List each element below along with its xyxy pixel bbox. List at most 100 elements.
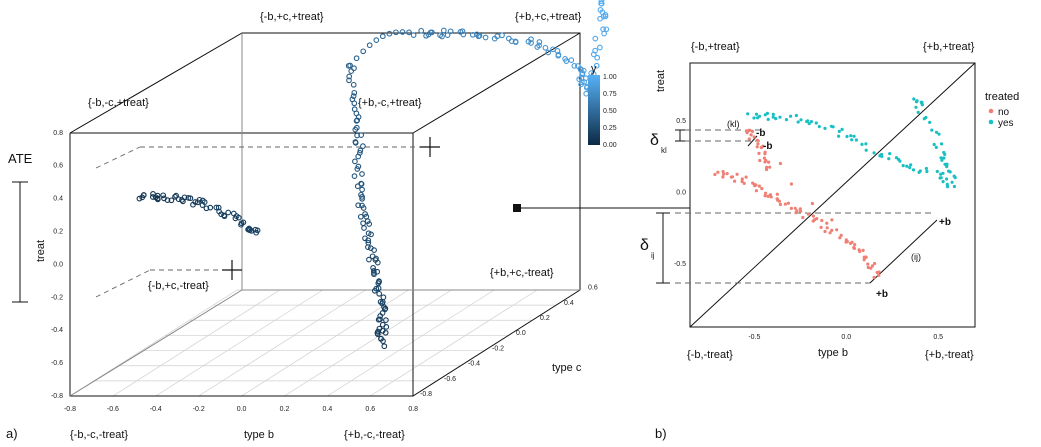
data-point-no bbox=[795, 209, 798, 212]
data-point-yes bbox=[917, 111, 920, 114]
corner-label-bottom-front-left: {-b,-c,-treat} bbox=[70, 429, 128, 441]
data-point-yes bbox=[928, 121, 931, 124]
data-point bbox=[442, 28, 447, 33]
data-point-no bbox=[779, 162, 782, 165]
data-point bbox=[352, 174, 357, 179]
data-point bbox=[226, 210, 231, 215]
x-axis-label-b: type b bbox=[818, 347, 848, 359]
data-point bbox=[374, 38, 379, 43]
ate-label: ATE bbox=[8, 151, 33, 166]
data-point-yes bbox=[799, 118, 802, 121]
corner-label-top-front-right: {+b,-c,+treat} bbox=[358, 97, 422, 109]
colorbar: y 1.000.750.500.250.00 bbox=[588, 63, 617, 149]
data-point-yes bbox=[935, 146, 938, 149]
data-point-yes bbox=[766, 112, 769, 115]
x-tick-label: 0.2 bbox=[280, 406, 290, 413]
data-point bbox=[377, 292, 382, 297]
data-point bbox=[352, 101, 357, 106]
data-point bbox=[174, 193, 179, 198]
panel-a-3d-scatter: ATE treat {-b,+c,+treat} {+b,+c,+treat} … bbox=[6, 0, 690, 441]
data-point-no bbox=[840, 234, 843, 237]
colorbar-tick-label: 0.00 bbox=[603, 142, 617, 149]
floor-grid-line bbox=[156, 290, 323, 396]
data-point-no bbox=[807, 212, 810, 215]
depth-tick-label: 0.6 bbox=[588, 285, 598, 292]
data-point bbox=[569, 58, 574, 63]
data-point bbox=[360, 172, 365, 177]
data-point-yes bbox=[898, 160, 901, 163]
data-point-yes bbox=[942, 156, 945, 159]
data-point-no bbox=[820, 219, 823, 222]
x-axis-label: type b bbox=[244, 429, 274, 441]
data-point-yes bbox=[841, 128, 844, 131]
colorbar-tick-label: 1.00 bbox=[603, 74, 617, 81]
data-point-no bbox=[823, 230, 826, 233]
data-point-no bbox=[754, 183, 757, 186]
data-point bbox=[419, 29, 424, 34]
data-point bbox=[381, 295, 386, 300]
delta-ij-symbol: δ bbox=[640, 237, 649, 254]
colorbar-tick-labels: 1.000.750.500.250.00 bbox=[603, 74, 617, 149]
data-point bbox=[543, 46, 548, 51]
data-point-no bbox=[846, 240, 849, 243]
depth-tick-label: -0.8 bbox=[420, 391, 432, 398]
panel-b-scatter: δ kl δ ij (kl) (ij) -b -b +b +b {-b,+tre… bbox=[640, 41, 1019, 441]
data-point-yes bbox=[924, 116, 927, 119]
corner-label-top-left: {-b,+treat} bbox=[691, 41, 740, 53]
data-point-no bbox=[830, 218, 833, 221]
data-point-yes bbox=[880, 155, 883, 158]
data-point-yes bbox=[746, 112, 749, 115]
data-point bbox=[500, 33, 505, 38]
x-tick-label: 0.8 bbox=[408, 406, 418, 413]
data-point bbox=[367, 43, 372, 48]
depth-tick-label: -0.2 bbox=[492, 345, 504, 352]
data-point bbox=[232, 211, 237, 216]
data-point-no bbox=[825, 222, 828, 225]
annotation-plus-b-1: +b bbox=[939, 217, 951, 228]
colorbar-tick-label: 0.25 bbox=[603, 125, 617, 132]
data-point-no bbox=[763, 160, 766, 163]
colorbar-tick-label: 0.50 bbox=[603, 108, 617, 115]
data-point-yes bbox=[838, 130, 841, 133]
y-tick-label-b: 0.0 bbox=[676, 189, 686, 196]
data-point-yes bbox=[919, 169, 922, 172]
data-point-no bbox=[736, 173, 739, 176]
data-point-no bbox=[758, 159, 761, 162]
corner-label-top-front-left: {-b,-c,+treat} bbox=[88, 97, 149, 109]
depth-tick-label: 0.4 bbox=[564, 300, 574, 307]
depth-tick-labels: -0.8 -0.6 -0.4 -0.2 0.0 0.2 0.4 0.6 bbox=[420, 285, 598, 398]
legend-swatch-no bbox=[989, 109, 994, 114]
data-point-yes bbox=[853, 135, 856, 138]
floor-grid-line bbox=[284, 290, 451, 396]
corner-label-bottom-right: {+b,-treat} bbox=[925, 349, 974, 361]
data-point-no bbox=[853, 243, 856, 246]
vertical-tick-label: 0.4 bbox=[53, 196, 63, 203]
data-point-yes bbox=[789, 115, 792, 118]
data-point-yes bbox=[933, 143, 936, 146]
data-point-no bbox=[721, 175, 724, 178]
data-point-no bbox=[862, 249, 865, 252]
data-point-no bbox=[776, 193, 779, 196]
data-point-yes bbox=[864, 142, 867, 145]
data-point bbox=[598, 45, 603, 50]
data-point-no bbox=[826, 226, 829, 229]
data-point bbox=[507, 36, 512, 41]
data-point-yes bbox=[908, 166, 911, 169]
vertical-tick-labels: -0.8-0.6-0.4-0.20.00.20.40.60.8 bbox=[51, 130, 63, 400]
x-tick-label: 0.4 bbox=[323, 406, 333, 413]
data-point-yes bbox=[849, 134, 852, 137]
vertical-tick-label: 0.6 bbox=[53, 163, 63, 170]
data-point-yes bbox=[778, 116, 781, 119]
data-point-no bbox=[878, 271, 881, 274]
vertical-tick-label: -0.8 bbox=[51, 393, 63, 400]
data-point-no bbox=[866, 263, 869, 266]
data-point bbox=[584, 91, 589, 96]
x-tick-label: -0.4 bbox=[150, 406, 162, 413]
data-point-yes bbox=[785, 118, 788, 121]
x-tick-label: 0.0 bbox=[237, 406, 247, 413]
data-point-no bbox=[757, 152, 760, 155]
data-point bbox=[593, 36, 598, 41]
data-point-yes bbox=[758, 115, 761, 118]
x-tick-label-b: 0.5 bbox=[933, 334, 943, 341]
y-tick-label-b: -0.5 bbox=[674, 261, 686, 268]
